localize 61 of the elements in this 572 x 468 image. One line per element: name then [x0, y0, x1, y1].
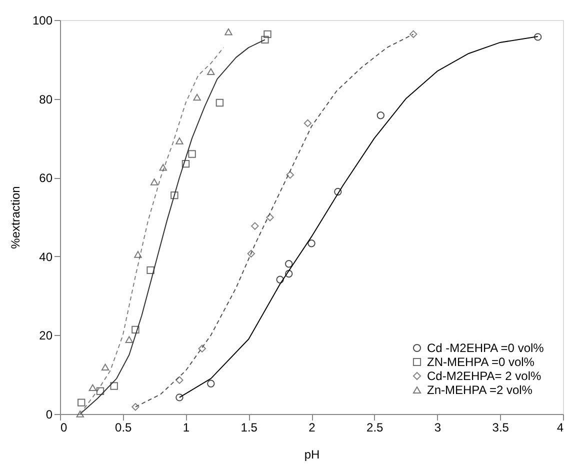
- legend-label: ZN-MEHPA =0 vol%: [427, 355, 535, 369]
- point: [176, 138, 184, 144]
- x-axis-title: pH: [304, 448, 320, 462]
- point: [134, 251, 142, 258]
- point: [285, 270, 293, 278]
- x-tick-label: 1: [182, 420, 190, 434]
- x-tick-label: 4: [556, 420, 564, 434]
- y-tick-label: 0: [46, 408, 53, 422]
- point: [304, 119, 312, 128]
- y-tick-label: 60: [39, 171, 53, 186]
- point: [334, 188, 342, 196]
- x-tick-label: 2.5: [366, 420, 384, 434]
- y-tick-label: 40: [39, 250, 53, 264]
- point: [182, 160, 190, 168]
- point: [110, 382, 118, 390]
- point: [410, 30, 418, 38]
- point: [78, 398, 86, 406]
- point: [101, 364, 110, 371]
- y-axis-title: %extraction: [8, 186, 22, 249]
- point: [132, 326, 140, 334]
- point: [376, 112, 385, 120]
- legend-label: Cd-M2EHPA= 2 vol%: [427, 369, 542, 383]
- point: [132, 403, 140, 411]
- point: [146, 266, 154, 274]
- point: [285, 260, 293, 268]
- y-tick-label: 80: [39, 92, 53, 106]
- x-tick-label: 3: [434, 420, 442, 434]
- legend-label: Zn-MEHPA =2 vol%: [427, 383, 533, 397]
- point: [125, 336, 134, 343]
- point: [266, 214, 274, 222]
- point: [150, 178, 158, 186]
- point: [276, 276, 284, 284]
- point: [159, 164, 167, 171]
- point: [216, 98, 224, 107]
- x-tick-label: 0.5: [115, 420, 132, 434]
- point: [534, 33, 542, 41]
- point: [264, 30, 272, 38]
- point: [193, 94, 201, 101]
- point: [96, 387, 104, 395]
- x-tick-label: 0: [60, 420, 68, 434]
- point: [286, 170, 294, 179]
- point: [207, 68, 215, 76]
- point: [261, 36, 269, 44]
- x-tick-label: 1.5: [240, 420, 258, 434]
- x-tick-label: 3.5: [492, 420, 510, 434]
- point: [247, 250, 255, 258]
- point: [224, 28, 232, 36]
- point: [88, 384, 97, 392]
- x-tick-label: 2: [308, 420, 316, 434]
- point: [198, 344, 206, 352]
- legend-label: Cd -M2EHPA =0 vol%: [427, 341, 544, 355]
- point: [308, 240, 316, 248]
- y-tick-label: 100: [32, 14, 53, 28]
- point: [170, 191, 178, 200]
- point: [76, 410, 84, 418]
- point: [176, 376, 184, 384]
- point: [188, 150, 196, 158]
- point: [251, 222, 259, 230]
- y-tick-label: 20: [39, 328, 53, 343]
- point: [207, 380, 215, 388]
- point: [176, 394, 184, 402]
